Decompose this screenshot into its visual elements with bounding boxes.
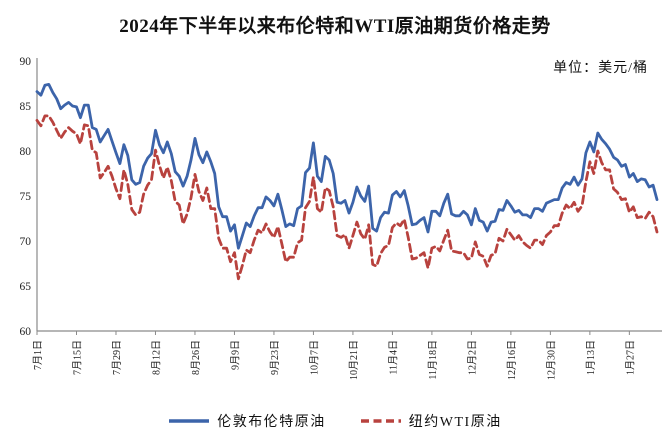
svg-text:85: 85 bbox=[20, 101, 32, 113]
svg-text:90: 90 bbox=[20, 56, 32, 68]
svg-text:12月16日: 12月16日 bbox=[506, 340, 518, 380]
brent-line-swatch bbox=[169, 419, 210, 423]
legend-label-wti: 纽约WTI原油 bbox=[408, 415, 502, 430]
svg-text:10月21日: 10月21日 bbox=[348, 340, 360, 380]
chart-title: 2024年下半年以来布伦特和WTI原油期货价格走势 bbox=[119, 16, 551, 37]
svg-text:10月7日: 10月7日 bbox=[308, 340, 320, 375]
unit-label: 单位：美元/桶 bbox=[553, 61, 648, 76]
svg-text:12月30日: 12月30日 bbox=[545, 340, 557, 380]
svg-text:1月27日: 1月27日 bbox=[624, 340, 636, 375]
svg-text:1月13日: 1月13日 bbox=[585, 340, 597, 375]
svg-text:9月23日: 9月23日 bbox=[269, 340, 281, 375]
svg-text:75: 75 bbox=[20, 191, 32, 203]
wti-line-swatch bbox=[360, 419, 401, 423]
legend-item-brent: 伦敦布伦特原油 bbox=[168, 411, 326, 431]
svg-text:11月18日: 11月18日 bbox=[427, 340, 439, 380]
legend-label-brent: 伦敦布伦特原油 bbox=[217, 415, 326, 430]
svg-text:80: 80 bbox=[20, 146, 32, 158]
svg-text:9月9日: 9月9日 bbox=[229, 340, 241, 370]
chart-legend: 伦敦布伦特原油 纽约WTI原油 bbox=[0, 411, 670, 431]
svg-text:65: 65 bbox=[20, 281, 32, 293]
svg-text:8月26日: 8月26日 bbox=[190, 340, 202, 375]
svg-text:7月29日: 7月29日 bbox=[111, 340, 123, 375]
svg-text:11月4日: 11月4日 bbox=[387, 340, 399, 375]
svg-text:7月15日: 7月15日 bbox=[71, 340, 83, 375]
legend-item-wti: 纽约WTI原油 bbox=[360, 411, 502, 431]
svg-text:7月1日: 7月1日 bbox=[32, 340, 44, 370]
svg-text:70: 70 bbox=[20, 236, 32, 248]
svg-text:60: 60 bbox=[20, 326, 32, 338]
svg-text:12月2日: 12月2日 bbox=[466, 340, 478, 375]
svg-text:8月12日: 8月12日 bbox=[150, 340, 162, 375]
